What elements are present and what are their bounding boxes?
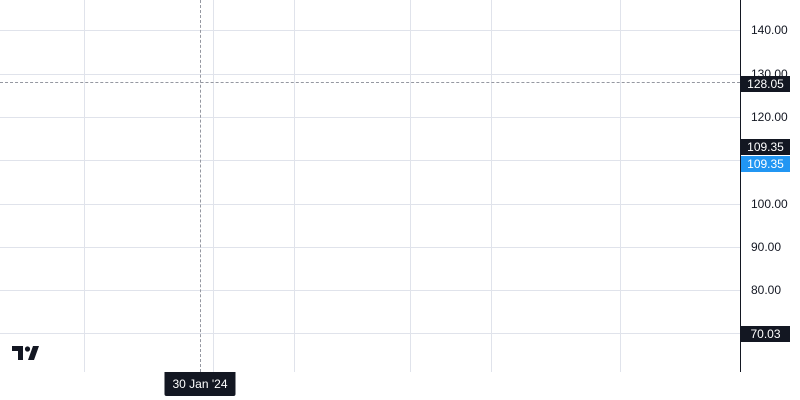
horizontal-grid-line xyxy=(0,247,740,248)
price-tick-label: 140.00 xyxy=(751,23,788,37)
time-axis[interactable]: 30 Jan '24 xyxy=(0,372,740,400)
tradingview-logo-icon[interactable] xyxy=(12,345,44,361)
price-tick-label: 90.00 xyxy=(751,240,782,254)
price-tick-label: 80.00 xyxy=(751,283,782,297)
crosshair-time-tag: 30 Jan '24 xyxy=(164,372,236,396)
price-tick-label: 100.00 xyxy=(751,197,788,211)
horizontal-grid-line xyxy=(0,333,740,334)
crosshair-price-tag: 128.05 xyxy=(741,76,790,92)
horizontal-grid-line xyxy=(0,74,740,75)
chart-pane[interactable] xyxy=(0,0,740,372)
vertical-grid-line xyxy=(213,0,214,372)
price-axis[interactable]: 140.00 130.00 120.00 100.00 90.00 80.00 … xyxy=(740,0,800,372)
vertical-grid-line xyxy=(620,0,621,372)
price-tick-label: 120.00 xyxy=(751,110,788,124)
horizontal-grid-line xyxy=(0,117,740,118)
last-price-tag: 109.35 xyxy=(741,139,790,155)
vertical-grid-line xyxy=(84,0,85,372)
horizontal-grid-line xyxy=(0,290,740,291)
low-price-tag: 70.03 xyxy=(741,326,790,342)
vertical-grid-line xyxy=(410,0,411,372)
horizontal-grid-line xyxy=(0,204,740,205)
vertical-grid-line xyxy=(294,0,295,372)
crosshair-horizontal-line xyxy=(0,82,740,83)
horizontal-grid-line xyxy=(0,30,740,31)
crosshair-vertical-line xyxy=(200,0,201,372)
series-price-tag: 109.35 xyxy=(741,156,790,172)
vertical-grid-line xyxy=(491,0,492,372)
horizontal-grid-line xyxy=(0,160,740,161)
